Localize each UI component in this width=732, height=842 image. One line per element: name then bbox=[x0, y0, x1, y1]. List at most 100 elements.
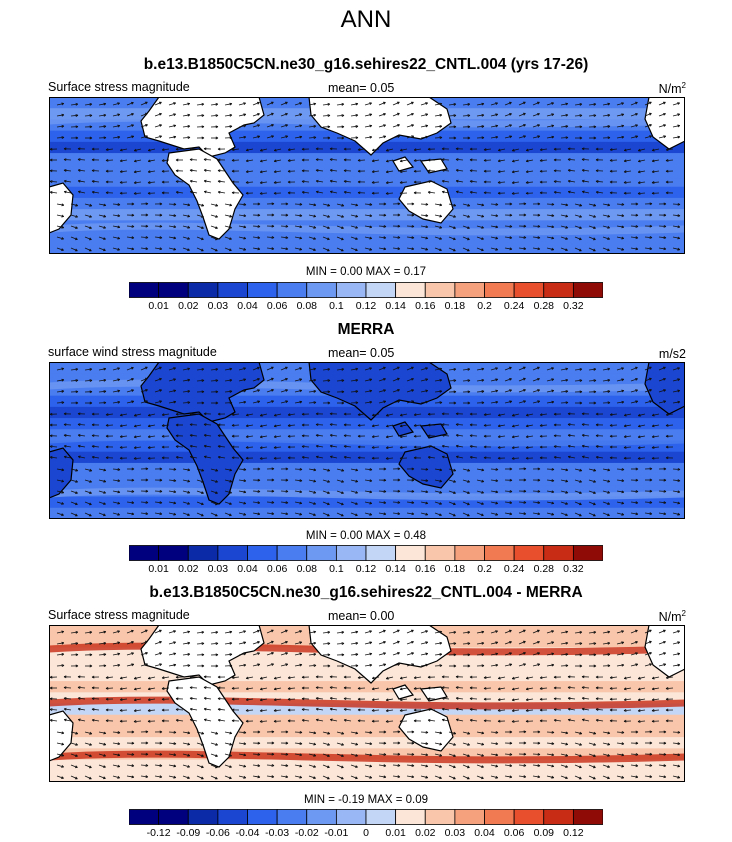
wind-vector bbox=[238, 641, 247, 645]
wind-vector bbox=[112, 479, 121, 483]
colorbar-tick-label: 0.06 bbox=[503, 827, 525, 839]
wind-vector bbox=[231, 686, 240, 690]
wind-vector bbox=[630, 113, 638, 117]
colorbar-tick-label: 0.04 bbox=[237, 300, 258, 312]
wind-vector bbox=[112, 468, 121, 471]
wind-vector bbox=[581, 412, 590, 416]
wind-vector bbox=[287, 434, 296, 438]
wind-vector bbox=[602, 664, 611, 668]
continent-outline bbox=[308, 625, 452, 684]
wind-vector bbox=[343, 180, 352, 183]
wind-vector bbox=[560, 512, 568, 516]
wind-vector bbox=[189, 147, 198, 151]
wind-vector bbox=[273, 413, 282, 417]
wind-vector bbox=[630, 489, 639, 493]
wind-vector bbox=[252, 641, 260, 645]
field-streak bbox=[49, 114, 685, 128]
wind-vector bbox=[434, 225, 443, 229]
wind-vector bbox=[315, 423, 324, 427]
wind-vector bbox=[546, 764, 555, 768]
wind-vector bbox=[644, 400, 652, 404]
wind-vector bbox=[182, 203, 191, 207]
wind-vector bbox=[364, 214, 373, 218]
wind-vector bbox=[322, 731, 331, 735]
wind-vector bbox=[392, 400, 400, 404]
wind-vector bbox=[140, 640, 148, 645]
wind-vector bbox=[504, 501, 513, 505]
wind-vector bbox=[210, 367, 219, 371]
panel1-colorbar-ticks: 0.01 0.02 0.03 0.04 0.06 0.08 0.1 0.12 0.14 0.16 0… bbox=[129, 300, 603, 314]
wind-vector bbox=[546, 102, 554, 106]
wind-vector bbox=[532, 652, 540, 656]
wind-vector bbox=[511, 698, 520, 702]
wind-vector bbox=[518, 500, 527, 504]
wind-vector bbox=[658, 663, 667, 667]
wind-vector bbox=[119, 719, 128, 723]
panel1-units-text: N/m bbox=[658, 82, 682, 97]
wind-vector bbox=[364, 764, 373, 768]
wind-vector bbox=[161, 148, 170, 152]
wind-vector bbox=[70, 214, 78, 218]
wind-vector bbox=[238, 764, 247, 768]
wind-vector bbox=[168, 663, 177, 667]
wind-vector bbox=[112, 124, 121, 128]
colorbar-box bbox=[247, 545, 278, 561]
wind-vector bbox=[266, 640, 274, 645]
wind-vector bbox=[490, 512, 499, 516]
wind-vector bbox=[273, 148, 282, 152]
wind-vector bbox=[266, 235, 275, 239]
wind-vector bbox=[175, 190, 184, 194]
wind-vector bbox=[70, 379, 79, 382]
wind-vector bbox=[364, 113, 373, 117]
wind-vector bbox=[371, 191, 380, 195]
wind-vector bbox=[245, 435, 254, 439]
wind-vector bbox=[175, 675, 184, 679]
continent-outline bbox=[398, 445, 454, 489]
wind-vector bbox=[658, 467, 667, 471]
wind-vector bbox=[672, 641, 681, 645]
wind-vector bbox=[518, 124, 526, 128]
wind-vector bbox=[574, 479, 582, 483]
colorbar-tick-label: 0.03 bbox=[207, 563, 229, 575]
colorbar-tick-label: 0.01 bbox=[385, 827, 406, 839]
wind-vector bbox=[420, 512, 429, 516]
wind-vector bbox=[238, 135, 247, 139]
wind-vector bbox=[490, 468, 499, 471]
wind-vector bbox=[392, 377, 400, 382]
wind-vector bbox=[308, 113, 317, 117]
wind-vector bbox=[644, 124, 652, 128]
wind-vector bbox=[392, 366, 400, 371]
wind-vector bbox=[665, 169, 674, 173]
wind-vector bbox=[63, 158, 72, 162]
colorbar-box bbox=[276, 809, 308, 825]
wind-vector bbox=[357, 445, 366, 449]
wind-vector bbox=[253, 467, 261, 471]
wind-vector bbox=[196, 512, 204, 517]
wind-vector bbox=[308, 203, 317, 207]
wind-vector bbox=[56, 203, 65, 207]
wind-vector bbox=[259, 191, 268, 195]
wind-vector bbox=[560, 247, 568, 251]
wind-vector bbox=[637, 191, 646, 195]
wind-vector bbox=[567, 718, 576, 722]
wind-vector bbox=[518, 663, 526, 667]
wind-vector bbox=[98, 203, 107, 207]
wind-vector bbox=[441, 697, 450, 700]
wind-vector bbox=[259, 446, 268, 450]
wind-vector bbox=[224, 641, 233, 645]
wind-vector bbox=[315, 686, 324, 690]
wind-vector bbox=[497, 676, 506, 680]
wind-vector bbox=[623, 159, 632, 163]
wind-vector bbox=[392, 112, 400, 117]
wind-vector bbox=[665, 687, 674, 690]
wind-vector bbox=[399, 148, 408, 152]
wind-vector bbox=[245, 708, 254, 712]
wind-vector bbox=[476, 236, 484, 240]
wind-vector bbox=[385, 424, 394, 428]
wind-vector bbox=[651, 687, 660, 691]
wind-vector bbox=[406, 236, 415, 239]
wind-vector bbox=[308, 775, 316, 779]
wind-vector bbox=[392, 247, 401, 251]
wind-vector bbox=[252, 213, 261, 217]
wind-vector bbox=[357, 456, 366, 460]
